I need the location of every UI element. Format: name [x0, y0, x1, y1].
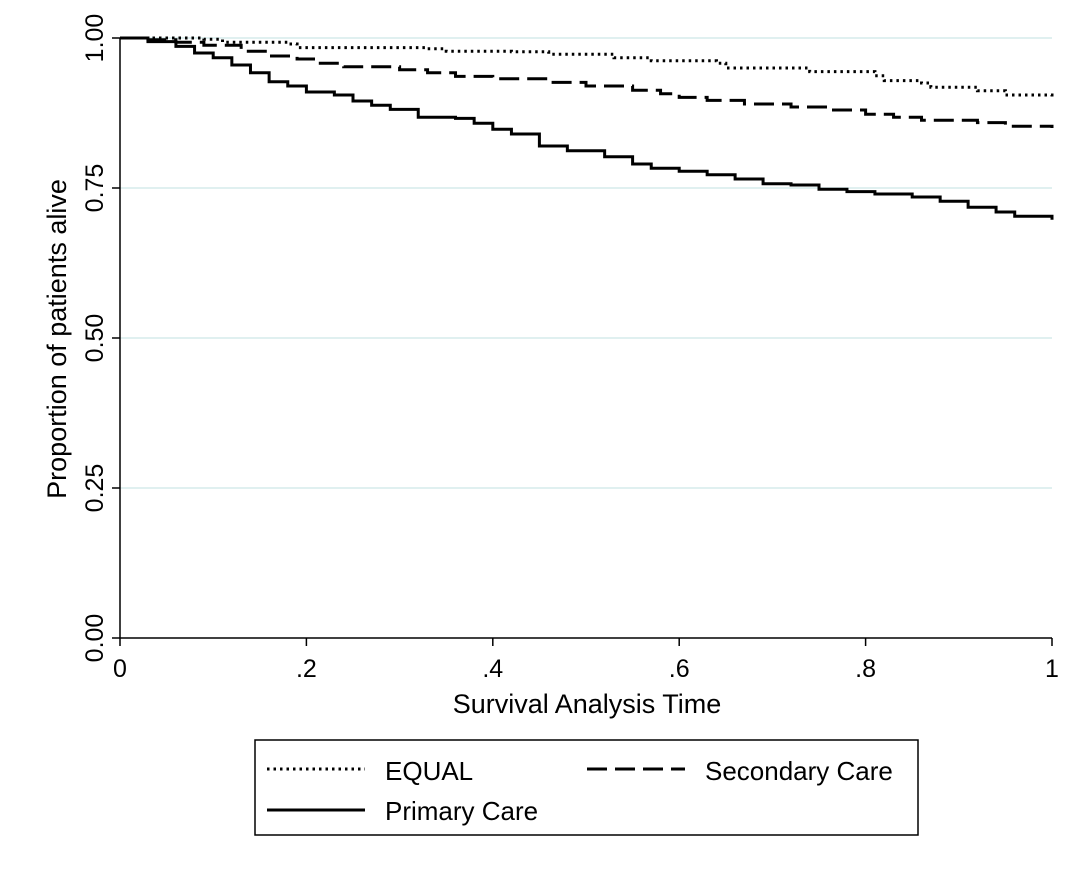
legend-box [254, 739, 919, 836]
legend-label-equal: EQUAL [385, 756, 473, 786]
x-tick-label: 0 [113, 655, 127, 683]
series-line-equal [120, 36, 1054, 98]
y-tick-label: 1.00 [81, 14, 109, 63]
axes [112, 37, 1053, 646]
y-tick-label: 0.50 [81, 314, 109, 363]
x-tick-label: .8 [855, 655, 876, 683]
legend-label-secondary-care: Secondary Care [705, 756, 893, 786]
x-tick-label: .2 [296, 655, 317, 683]
gridlines [120, 37, 1052, 489]
y-tick-label: 0.00 [81, 614, 109, 663]
tick-labels: 0 .2 .4 .6 .8 1 0.00 0.25 0.50 0.75 1.00 [81, 14, 1059, 683]
legend-label-primary-care: Primary Care [385, 796, 538, 826]
x-tick-label: .6 [669, 655, 690, 683]
y-tick-label: 0.25 [81, 464, 109, 513]
y-axis-title: Proportion of patients alive [42, 179, 72, 499]
x-tick-label: 1 [1045, 655, 1059, 683]
series-lines [120, 36, 1054, 220]
series-line-primary-care [120, 36, 1054, 220]
y-tick-label: 0.75 [81, 164, 109, 213]
legend: EQUAL Secondary Care Primary Care [254, 739, 919, 836]
series-line-secondary-care [120, 36, 1054, 128]
x-axis-title: Survival Analysis Time [453, 689, 722, 719]
x-tick-label: .4 [482, 655, 503, 683]
